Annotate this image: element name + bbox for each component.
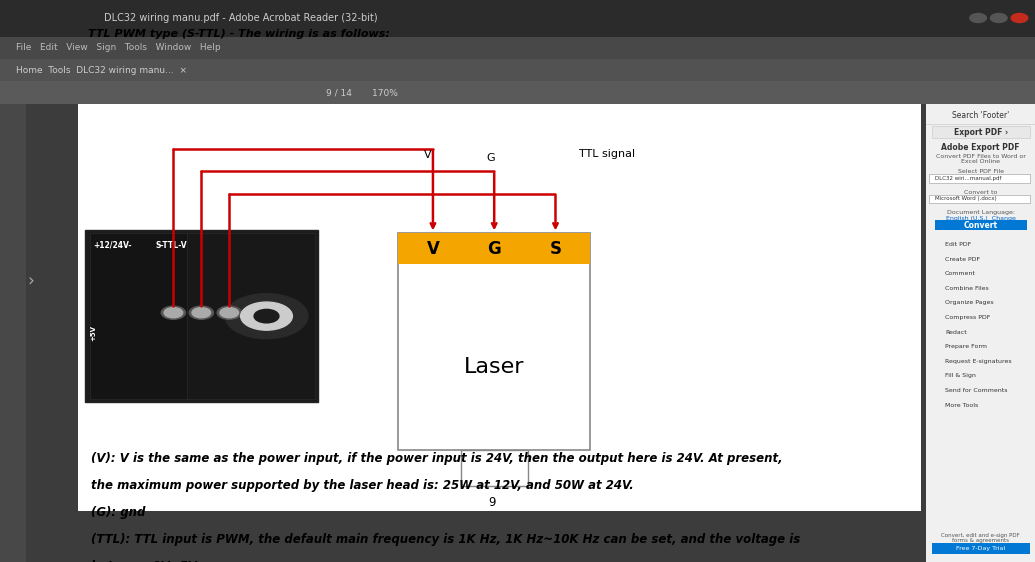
Text: File   Edit   View   Sign   Tools   Window   Help: File Edit View Sign Tools Window Help	[16, 43, 220, 52]
Bar	[90, 233, 188, 399]
Text: G: G	[486, 153, 496, 163]
Text: Prepare Form: Prepare Form	[945, 345, 987, 349]
Bar	[461, 450, 528, 486]
Bar	[0, 104, 26, 562]
Text: forms & agreements: forms & agreements	[952, 538, 1009, 543]
Text: S: S	[550, 239, 561, 258]
Text: TTL signal: TTL signal	[580, 149, 635, 159]
Text: 9 / 14       170%: 9 / 14 170%	[326, 88, 398, 97]
Bar	[0, 37, 1035, 59]
Circle shape	[225, 293, 308, 338]
Text: Redact: Redact	[945, 330, 967, 334]
Bar	[926, 104, 1035, 562]
Bar	[932, 126, 1030, 138]
Bar	[935, 220, 1027, 230]
Circle shape	[990, 13, 1007, 22]
Circle shape	[240, 302, 293, 330]
Text: (V): V is the same as the power input, if the power input is 24V, then the outpu: (V): V is the same as the power input, i…	[91, 452, 782, 465]
Text: DLC32 wiring manu.pdf - Adobe Acrobat Reader (32-bit): DLC32 wiring manu.pdf - Adobe Acrobat Re…	[104, 13, 377, 23]
Text: S-TTL-V: S-TTL-V	[155, 241, 187, 250]
Text: Send for Comments: Send for Comments	[945, 388, 1007, 393]
Text: Combine Files: Combine Files	[945, 286, 988, 291]
Text: G: G	[487, 239, 501, 258]
Text: Excel Online: Excel Online	[962, 160, 1000, 164]
Text: V: V	[424, 150, 432, 160]
Circle shape	[220, 307, 238, 318]
Circle shape	[164, 307, 183, 318]
Bar	[932, 543, 1030, 554]
Bar	[398, 233, 590, 450]
Text: Comment: Comment	[945, 271, 976, 276]
Text: Compress PDF: Compress PDF	[945, 315, 990, 320]
Text: Document Language:: Document Language:	[947, 210, 1014, 215]
Text: Free 7-Day Trial: Free 7-Day Trial	[956, 546, 1005, 551]
Text: the maximum power supported by the laser head is: 25W at 12V, and 50W at 24V.: the maximum power supported by the laser…	[91, 479, 633, 492]
Text: Microsoft Word (.docx): Microsoft Word (.docx)	[935, 197, 997, 201]
Text: Home  Tools  DLC32 wiring manu...  ×: Home Tools DLC32 wiring manu... ×	[16, 66, 186, 75]
Text: TTL PWM type (S-TTL) - The wiring is as follows:: TTL PWM type (S-TTL) - The wiring is as …	[88, 29, 390, 39]
Bar	[929, 174, 1030, 183]
Bar	[0, 0, 1035, 37]
Bar	[929, 195, 1030, 203]
Text: V: V	[426, 239, 440, 258]
Text: Convert, edit and e-sign PDF: Convert, edit and e-sign PDF	[941, 533, 1021, 537]
Text: Edit PDF: Edit PDF	[945, 242, 971, 247]
Text: Fill & Sign: Fill & Sign	[945, 374, 976, 378]
Text: Search 'Footer': Search 'Footer'	[952, 111, 1009, 120]
Circle shape	[189, 306, 213, 319]
Text: Adobe Export PDF: Adobe Export PDF	[942, 143, 1019, 152]
Text: 9: 9	[487, 496, 496, 510]
Bar	[0, 81, 1035, 104]
Text: Export PDF ›: Export PDF ›	[953, 128, 1008, 137]
Text: Organize Pages: Organize Pages	[945, 301, 994, 305]
Circle shape	[970, 13, 986, 22]
Text: Convert PDF Files to Word or: Convert PDF Files to Word or	[936, 154, 1026, 158]
Bar	[85, 230, 318, 402]
Text: +12/24V-: +12/24V-	[93, 241, 131, 250]
Text: Laser: Laser	[464, 357, 525, 377]
Text: More Tools: More Tools	[945, 403, 978, 407]
Text: +5V: +5V	[90, 325, 96, 341]
Text: Select PDF File: Select PDF File	[957, 169, 1004, 174]
Text: Request E-signatures: Request E-signatures	[945, 359, 1011, 364]
Text: Create PDF: Create PDF	[945, 257, 980, 261]
Text: English (U.S.)  Change: English (U.S.) Change	[946, 216, 1015, 220]
Text: (TTL): TTL input is PWM, the default main frequency is 1K Hz, 1K Hz~10K Hz can b: (TTL): TTL input is PWM, the default mai…	[91, 533, 800, 546]
Text: Convert: Convert	[964, 221, 998, 230]
Circle shape	[217, 306, 241, 319]
Circle shape	[254, 309, 279, 323]
Bar	[78, 20, 921, 511]
Text: DLC32 wiri...manual.pdf: DLC32 wiri...manual.pdf	[935, 176, 1001, 180]
Text: ›: ›	[28, 272, 34, 290]
Circle shape	[161, 306, 185, 319]
Circle shape	[193, 307, 211, 318]
Bar	[398, 233, 590, 264]
Bar	[0, 59, 1035, 81]
Text: (G): gnd: (G): gnd	[91, 506, 146, 519]
Text: Convert to: Convert to	[964, 190, 998, 194]
Bar	[187, 233, 316, 399]
Text: between 0V~5V.: between 0V~5V.	[91, 560, 200, 562]
Circle shape	[1011, 13, 1028, 22]
